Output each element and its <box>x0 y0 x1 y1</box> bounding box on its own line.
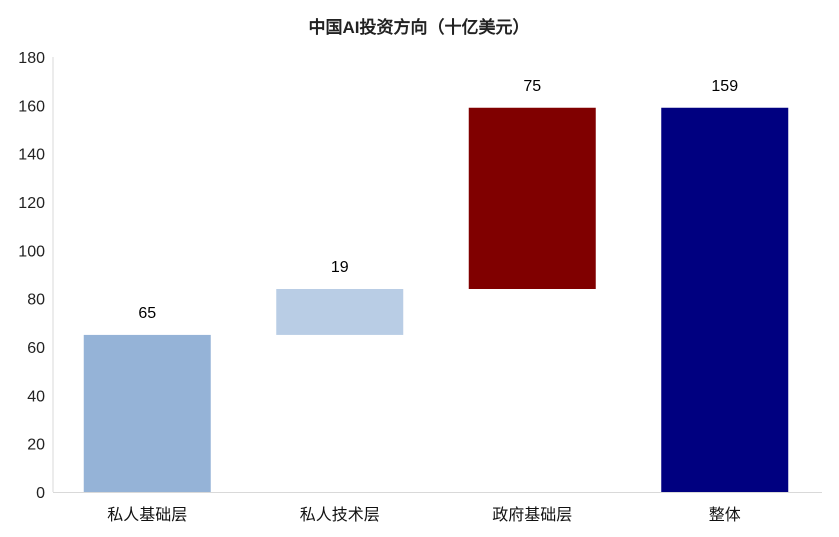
bar-3 <box>468 107 596 289</box>
data-label: 75 <box>523 78 541 95</box>
y-tick-label: 100 <box>18 243 45 260</box>
bar-2 <box>276 289 404 335</box>
y-tick-label: 140 <box>18 147 45 164</box>
bar-4 <box>661 107 789 492</box>
y-tick-label: 80 <box>27 292 45 309</box>
bar-1 <box>83 334 211 492</box>
data-label: 65 <box>138 305 156 322</box>
y-tick-label: 180 <box>18 50 45 67</box>
y-tick-label: 0 <box>36 485 45 502</box>
y-tick-label: 20 <box>27 437 45 454</box>
x-category-label: 整体 <box>709 506 741 524</box>
x-category-label: 政府基础层 <box>492 506 572 524</box>
y-tick-label: 120 <box>18 195 45 212</box>
data-label: 159 <box>711 78 738 95</box>
y-tick-label: 60 <box>27 340 45 357</box>
chart-title: 中国AI投资方向（十亿美元） <box>309 17 530 37</box>
y-tick-label: 40 <box>27 388 45 405</box>
data-label: 19 <box>331 259 349 276</box>
x-category-label: 私人基础层 <box>107 506 187 524</box>
y-tick-label: 160 <box>18 98 45 115</box>
x-category-label: 私人技术层 <box>300 506 380 524</box>
